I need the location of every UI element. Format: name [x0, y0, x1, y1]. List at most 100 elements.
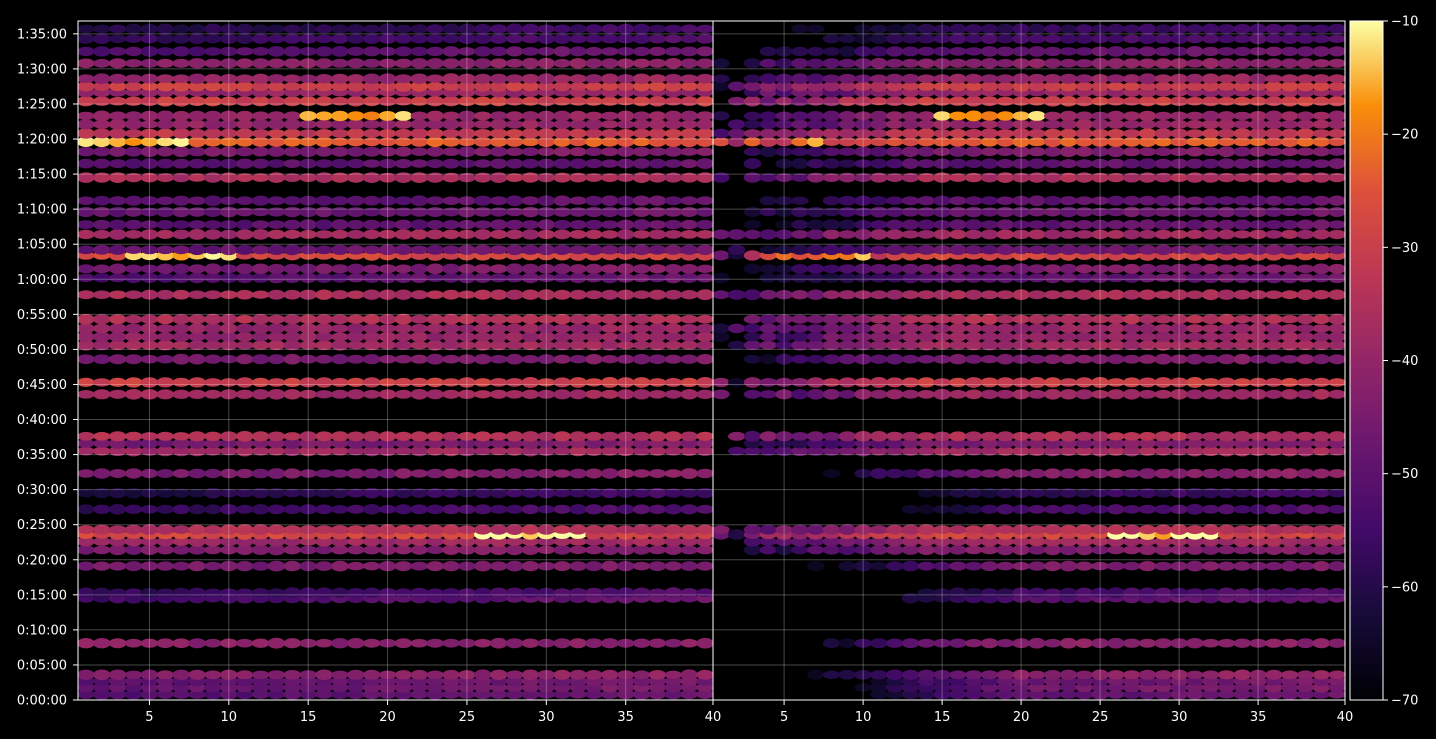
left-cell-24-33 — [585, 314, 603, 325]
left-cell-36-14 — [283, 146, 301, 157]
left-cell-13-14 — [283, 488, 301, 498]
right-cell-11-7 — [807, 524, 825, 535]
left-cell-36-22 — [410, 147, 428, 156]
right-cell-31-30 — [1170, 220, 1188, 230]
left-cell-35-6 — [156, 158, 174, 169]
right-cell-34-33 — [1217, 173, 1236, 183]
left-cell-16-12 — [251, 439, 270, 448]
right-cell-15-7 — [807, 446, 825, 456]
right-cell-23-2 — [728, 323, 746, 334]
left-cell-38-35 — [617, 129, 635, 138]
right-cell-6-26 — [1107, 587, 1125, 599]
left-cell-41-13 — [267, 96, 286, 106]
right-cell-29-8 — [822, 244, 841, 256]
left-cell-4-24 — [442, 638, 460, 648]
right-cell-0-36 — [1265, 689, 1283, 700]
right-cell-38-18 — [980, 128, 999, 139]
right-cell-18-18 — [980, 389, 999, 399]
left-cell-43-37 — [648, 81, 667, 92]
right-cell-47-21 — [1028, 34, 1046, 44]
left-cell-11-19 — [363, 524, 381, 535]
right-cell-44-34 — [1233, 73, 1252, 84]
right-cell-36-26 — [1107, 146, 1125, 157]
left-cell-26-22 — [410, 272, 428, 283]
left-cell-36-19 — [363, 146, 381, 157]
left-cell-4-13 — [267, 637, 286, 649]
right-cell-24-5 — [775, 314, 793, 325]
right-cell-1-21 — [1028, 682, 1046, 693]
right-cell-35-3 — [743, 158, 762, 170]
left-cell-48-18 — [347, 24, 365, 34]
right-cell-32-30 — [1170, 207, 1188, 217]
right-cell-29-6 — [791, 244, 809, 255]
left-cell-6-6 — [156, 588, 174, 597]
right-cell-11-32 — [1202, 524, 1220, 535]
right-cell-41-9 — [838, 96, 856, 107]
right-cell-26-34 — [1233, 272, 1252, 284]
right-cell-39-24 — [1075, 118, 1094, 130]
right-cell-32-35 — [1249, 206, 1267, 218]
left-cell-11-17 — [331, 525, 349, 535]
left-cell-6-40 — [696, 588, 713, 598]
right-cell-30-2 — [728, 229, 746, 240]
right-cell-24-31 — [1186, 314, 1204, 324]
left-cell-48-28 — [505, 23, 524, 35]
left-cell-11-4 — [124, 524, 143, 535]
left-cell-16-19 — [363, 438, 381, 449]
right-cell-4-34 — [1233, 638, 1252, 648]
left-cell-35-30 — [537, 158, 555, 169]
left-cell-32-30 — [537, 207, 555, 217]
left-cell-36-24 — [442, 147, 460, 156]
left-cell-47-10 — [220, 33, 238, 44]
right-cell-15-12 — [886, 446, 904, 456]
left-cell-48-40 — [696, 24, 713, 34]
left-cell-22-2 — [93, 331, 111, 342]
right-cell-13-34 — [1233, 488, 1252, 498]
right-cell-41-27 — [1123, 96, 1141, 106]
left-cell-7-3 — [109, 561, 127, 571]
left-cell-17-31 — [553, 431, 571, 442]
right-cell-34-13 — [901, 173, 920, 183]
left-cell-45-3 — [109, 58, 127, 69]
right-cell-27-40 — [1328, 263, 1345, 274]
left-cell-30-36 — [632, 230, 651, 239]
right-cell-38-10 — [854, 128, 872, 139]
left-cell-46-29 — [521, 47, 540, 56]
left-cell-25-10 — [220, 290, 238, 300]
left-cell-27-40 — [696, 264, 713, 273]
left-cell-7-35 — [617, 561, 635, 572]
left-cell-20-21 — [394, 354, 413, 364]
left-cell-22-28 — [505, 331, 524, 342]
right-cell-12-28 — [1138, 504, 1157, 514]
right-cell-22-16 — [949, 332, 967, 342]
right-cell-4-28 — [1138, 638, 1157, 648]
right-cell-47-39 — [1312, 34, 1331, 44]
left-cell-40-35 — [617, 110, 635, 122]
left-cell-19-7 — [172, 377, 190, 387]
y-tick-label: 0:40:00 — [17, 413, 67, 428]
right-cell-41-18 — [980, 96, 999, 107]
left-cell-9-2 — [93, 537, 111, 546]
right-cell-24-30 — [1170, 314, 1188, 325]
left-cell-9-32 — [569, 537, 587, 546]
right-cell-33-4 — [759, 196, 777, 206]
left-cell-30-17 — [331, 229, 349, 239]
left-cell-45-31 — [553, 58, 571, 68]
left-cell-24-9 — [204, 313, 222, 325]
left-cell-31-27 — [490, 219, 508, 230]
right-cell-46-25 — [1091, 46, 1109, 57]
right-cell-12-29 — [1154, 504, 1173, 514]
right-cell-40-31 — [1186, 111, 1204, 121]
right-cell-24-21 — [1028, 314, 1046, 325]
left-cell-47-5 — [140, 34, 159, 44]
right-cell-24-3 — [743, 314, 762, 324]
left-cell-35-9 — [204, 158, 222, 169]
left-cell-17-25 — [458, 431, 476, 441]
left-cell-47-9 — [204, 34, 222, 44]
left-cell-34-16 — [315, 172, 333, 184]
right-cell-47-8 — [822, 34, 841, 44]
left-cell-29-2 — [93, 244, 111, 255]
left-cell-24-37 — [648, 314, 667, 324]
right-cell-26-26 — [1107, 273, 1125, 283]
right-cell-19-26 — [1107, 378, 1125, 387]
